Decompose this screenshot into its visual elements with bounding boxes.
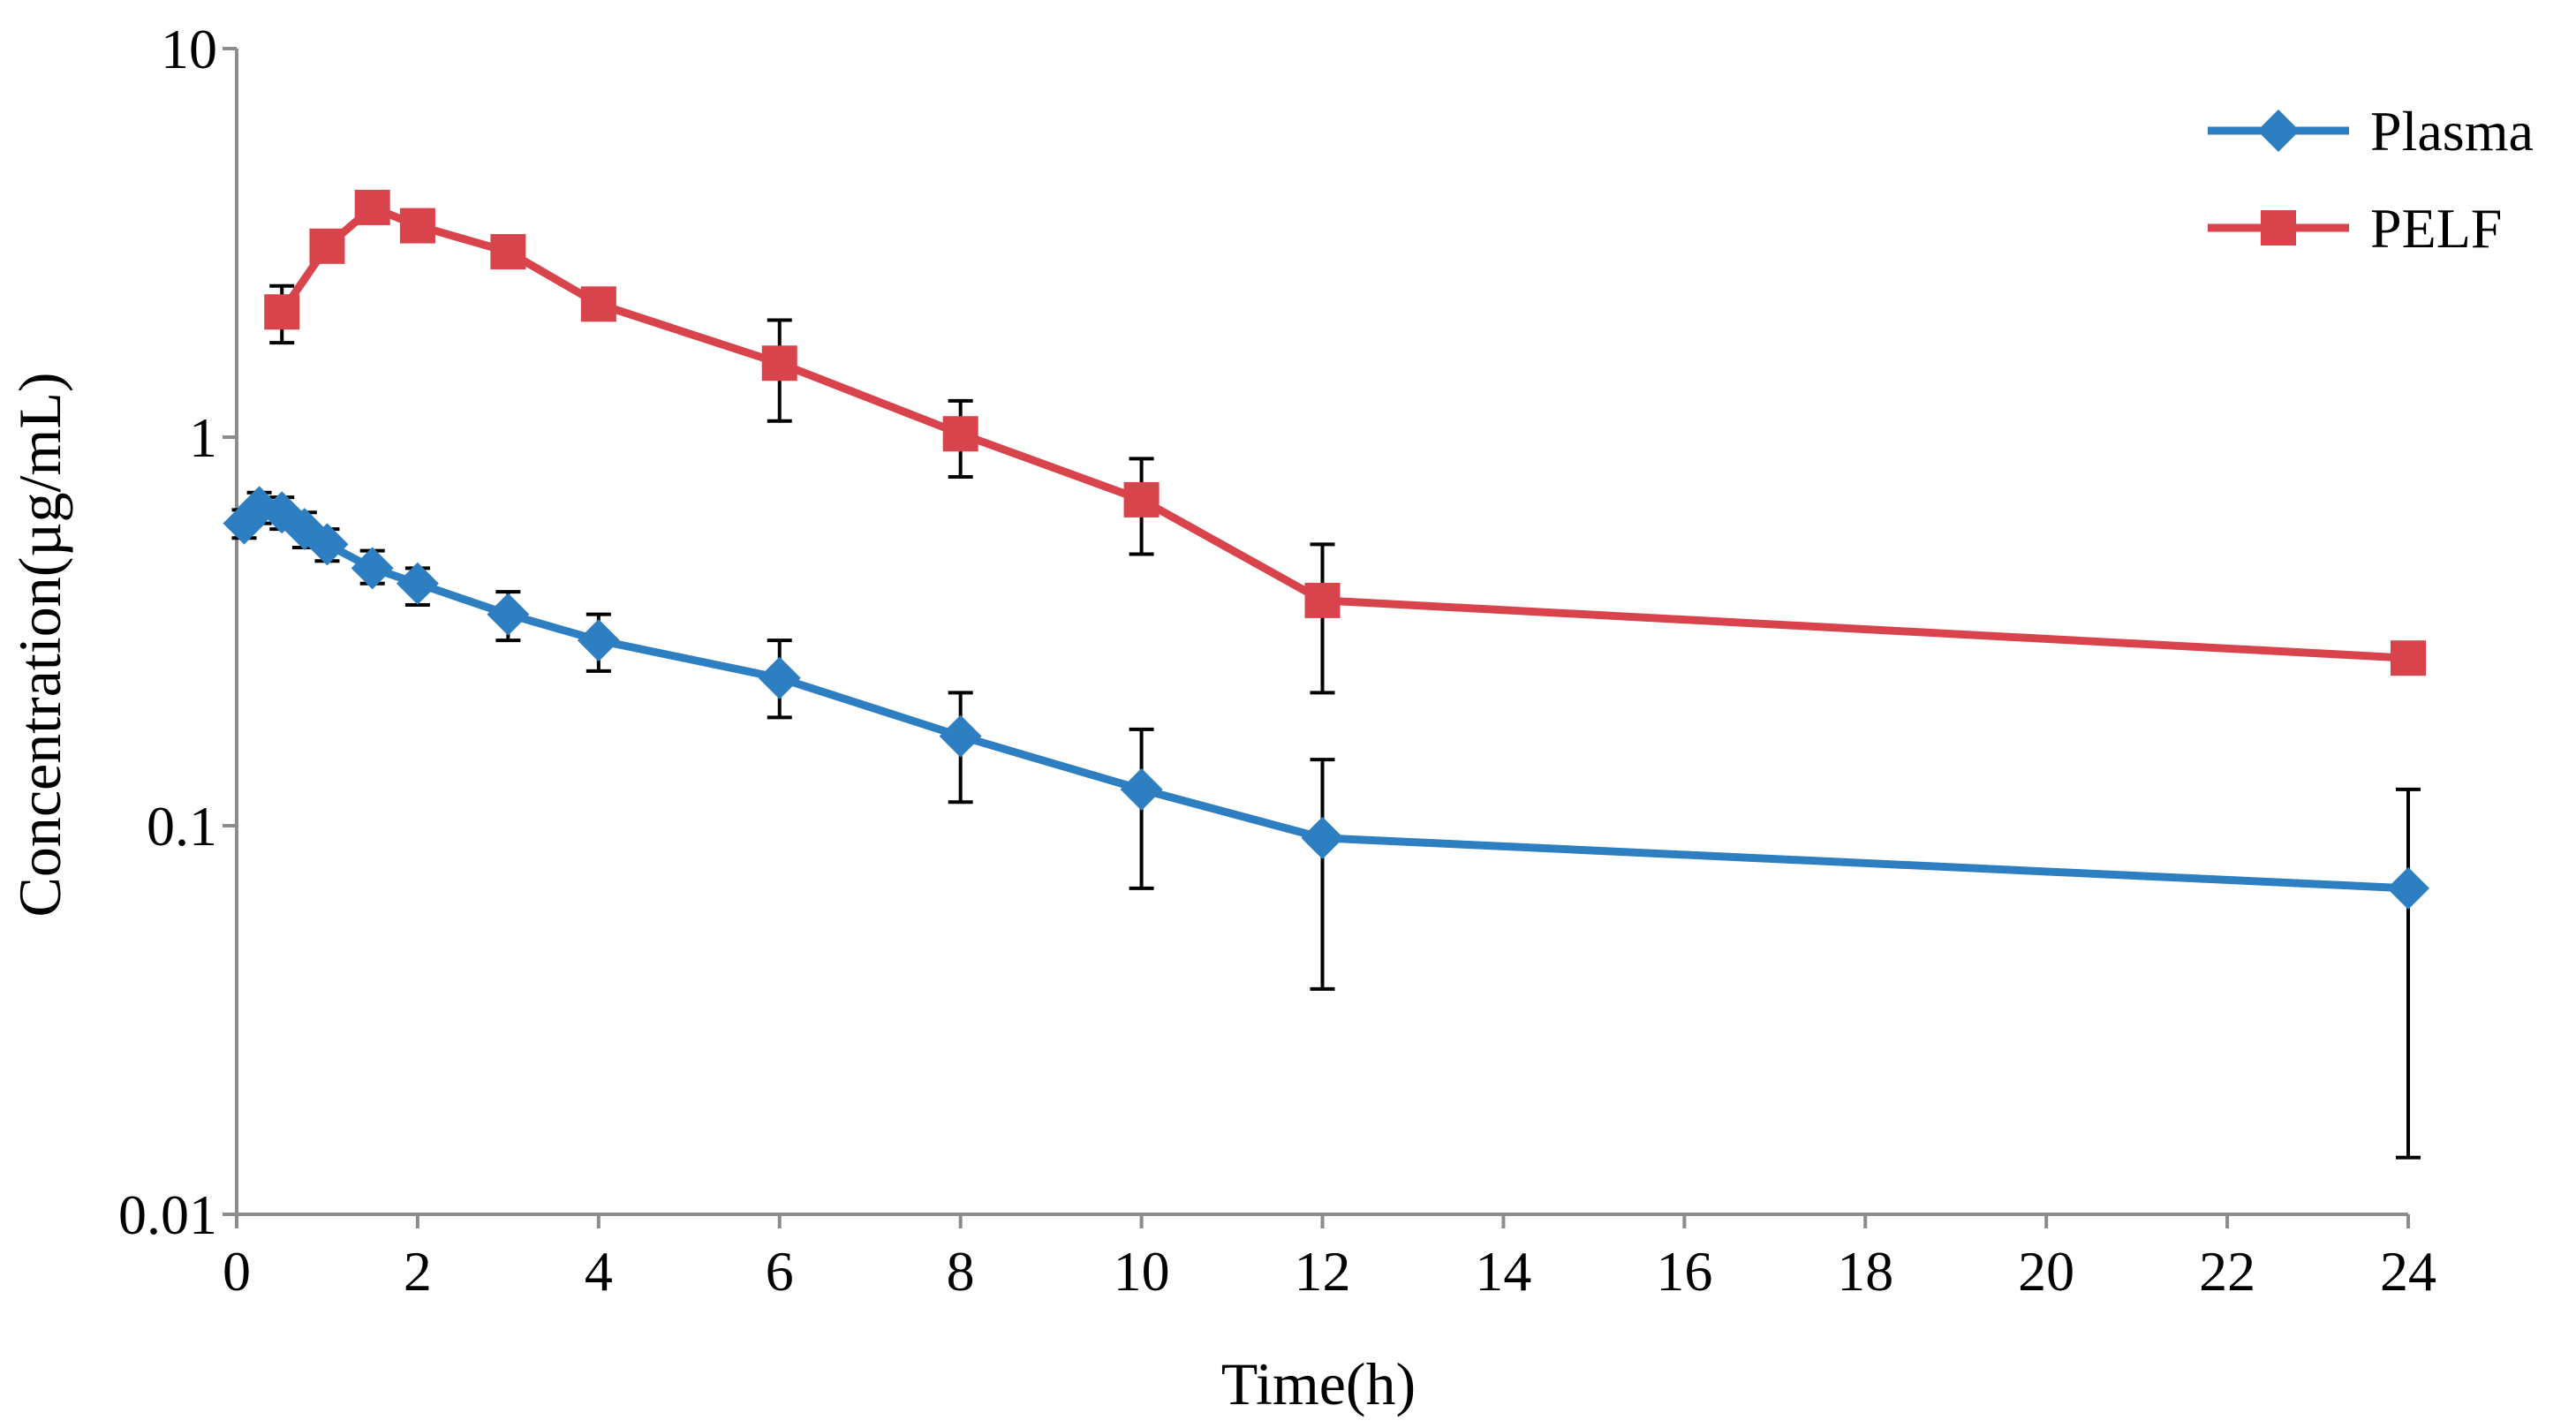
plasma-data-point xyxy=(487,593,530,636)
y-tick-label: 0.1 xyxy=(147,795,217,858)
plasma-data-point xyxy=(939,714,982,758)
y-tick-label: 0.01 xyxy=(118,1183,217,1246)
x-tick-label: 14 xyxy=(1475,1240,1531,1303)
plasma-data-point xyxy=(577,619,620,662)
plasma-data-point xyxy=(1120,767,1163,811)
y-axis-title: Concentration(µg/mL) xyxy=(6,372,73,917)
x-tick-label: 12 xyxy=(1295,1240,1351,1303)
pelf-data-point xyxy=(2391,640,2426,676)
legend-pelf-marker xyxy=(2261,210,2296,246)
x-axis-title: Time(h) xyxy=(1221,1350,1416,1417)
x-tick-label: 4 xyxy=(585,1240,613,1303)
plasma-data-point xyxy=(1301,816,1344,859)
plasma-data-point xyxy=(2387,866,2429,910)
pelf-data-point xyxy=(580,286,616,322)
x-tick-label: 0 xyxy=(223,1240,251,1303)
errorbar-layer xyxy=(231,197,2421,1160)
x-tick-label: 22 xyxy=(2199,1240,2255,1303)
legend-pelf-label: PELF xyxy=(2370,197,2502,260)
x-tick-label: 24 xyxy=(2380,1240,2436,1303)
x-tick-label: 20 xyxy=(2018,1240,2074,1303)
pelf-data-point xyxy=(309,228,345,264)
legend-plasma-marker xyxy=(2257,110,2300,152)
plasma-data-point xyxy=(306,523,349,566)
x-tick-label: 16 xyxy=(1656,1240,1712,1303)
pelf-data-point xyxy=(490,234,526,270)
plasma-data-point xyxy=(758,656,801,699)
pelf-data-point xyxy=(942,416,978,452)
plasma-data-point xyxy=(396,562,439,605)
plasma-data-point xyxy=(351,547,394,590)
y-tick-label: 1 xyxy=(189,406,217,469)
x-tick-label: 18 xyxy=(1837,1240,1893,1303)
pelf-data-point xyxy=(1304,582,1341,618)
x-tick-label: 10 xyxy=(1114,1240,1170,1303)
x-tick-label: 6 xyxy=(766,1240,794,1303)
x-tick-label: 2 xyxy=(404,1240,432,1303)
pelf-data-point xyxy=(399,208,435,244)
pelf-data-point xyxy=(354,189,390,225)
pelf-series-line xyxy=(277,203,2413,662)
series-layer xyxy=(223,189,2429,910)
y-tick-label: 10 xyxy=(161,18,217,80)
legend-plasma-label: Plasma xyxy=(2370,100,2534,162)
legend: Plasma PELF xyxy=(2208,100,2534,260)
x-tick-label: 8 xyxy=(947,1240,975,1303)
pelf-data-point xyxy=(1123,481,1160,518)
pelf-data-point xyxy=(761,345,797,382)
pelf-data-point xyxy=(264,294,300,330)
